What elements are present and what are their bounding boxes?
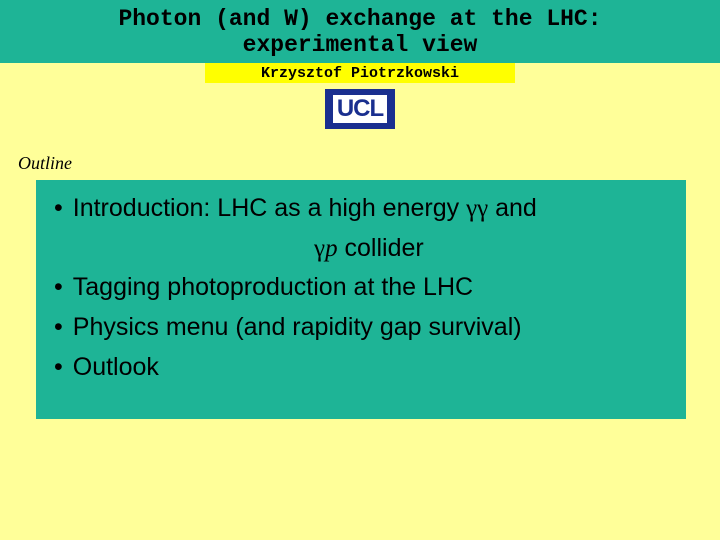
bullet-text-1: Introduction: LHC as a high energy γγ an… — [73, 192, 537, 226]
author-name: Krzysztof Piotrzkowski — [261, 65, 459, 82]
author-bar: Krzysztof Piotrzkowski — [205, 63, 515, 83]
ucl-logo-text: UCL — [337, 95, 383, 122]
bullet-icon: • — [54, 311, 63, 345]
b1-gamma: γ — [314, 235, 325, 262]
title-line-1: Photon (and W) exchange at the LHC: — [118, 6, 601, 32]
logo-container: UCL — [0, 89, 720, 129]
list-item: • Outlook — [54, 351, 668, 385]
bullet-text-4: Outlook — [73, 351, 159, 385]
list-item: • Physics menu (and rapidity gap surviva… — [54, 311, 668, 345]
outline-heading: Outline — [18, 153, 720, 174]
list-item: • Tagging photoproduction at the LHC — [54, 271, 668, 305]
b1-mid: and — [488, 194, 537, 222]
b1-gamma-gamma: γγ — [466, 195, 488, 222]
bullet-text-3: Physics menu (and rapidity gap survival) — [73, 311, 522, 345]
slide-title: Photon (and W) exchange at the LHC: expe… — [0, 6, 720, 59]
list-item: • Introduction: LHC as a high energy γγ … — [54, 192, 668, 226]
outline-content-box: • Introduction: LHC as a high energy γγ … — [36, 180, 686, 419]
ucl-logo: UCL — [325, 89, 395, 129]
title-line-2: experimental view — [243, 32, 478, 58]
bullet-icon: • — [54, 271, 63, 305]
ucl-logo-inner: UCL — [333, 95, 387, 123]
bullet-icon: • — [54, 351, 63, 385]
bullet-icon: • — [54, 192, 63, 226]
b1-p: p — [325, 235, 338, 262]
title-bar: Photon (and W) exchange at the LHC: expe… — [0, 0, 720, 63]
b1-rest: collider — [338, 234, 424, 262]
bullet-1-continuation: γp collider — [314, 232, 668, 266]
bullet-text-2: Tagging photoproduction at the LHC — [73, 271, 473, 305]
b1-pre: Introduction: LHC as a high energy — [73, 194, 466, 222]
